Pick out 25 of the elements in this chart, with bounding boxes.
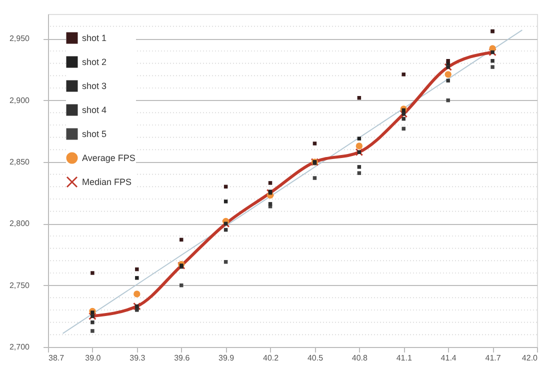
y-tick-label: 2,950: [9, 34, 30, 44]
x-tick-label: 41.7: [485, 354, 502, 362]
legend-label: shot 2: [82, 57, 107, 67]
x-tick-label: 41.4: [440, 354, 457, 362]
y-tick-label: 2,900: [9, 96, 30, 105]
legend-label: Average FPS: [82, 153, 136, 163]
x-tick-label: 42.0: [522, 354, 538, 362]
legend-label: shot 4: [82, 105, 107, 115]
y-tick-label: 2,850: [9, 158, 30, 166]
x-tick-label: 41.1: [396, 354, 412, 362]
x-tick-label: 40.2: [262, 354, 280, 362]
x-tick-label: 40.5: [307, 354, 324, 362]
legend-label: shot 5: [82, 129, 107, 139]
y-tick-label: 2,700: [9, 342, 30, 352]
x-tick-label: 39.3: [130, 354, 146, 362]
y-tick-label: 2,750: [9, 280, 30, 290]
legend-label: shot 3: [82, 81, 107, 91]
x-tick-label: 40.8: [352, 354, 368, 362]
y-tick-label: 2,800: [9, 219, 30, 228]
x-tick-label: 38.7: [48, 354, 65, 362]
x-tick-label: 39.6: [174, 354, 190, 362]
x-tick-label: 39.0: [85, 354, 102, 362]
legend-label: Median FPS: [82, 177, 132, 187]
x-tick-label: 39.9: [218, 354, 235, 362]
legend-label: shot 1: [82, 33, 107, 43]
